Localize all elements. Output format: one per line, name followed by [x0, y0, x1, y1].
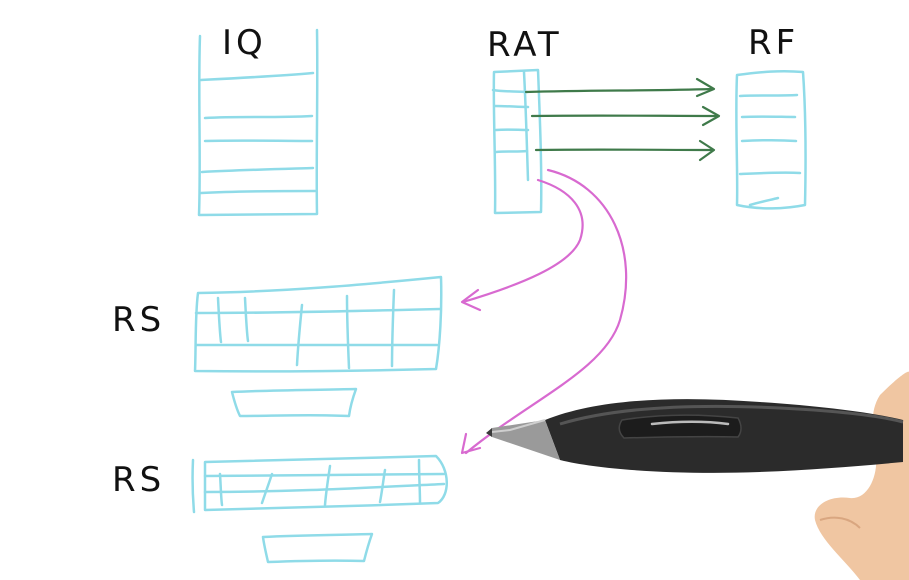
rat-column-line	[522, 70, 530, 182]
iq-outline	[197, 28, 319, 217]
rat-row-line	[493, 104, 530, 109]
iq-row-line	[199, 189, 317, 195]
iq-table	[197, 28, 319, 217]
rs-bottom-row-line	[203, 472, 446, 478]
rs-top-column-line	[295, 303, 304, 367]
rf-row-line	[748, 196, 780, 207]
rat-to-rf-arrow	[530, 105, 721, 127]
rf-label: RF	[748, 23, 799, 63]
rf-row-line	[738, 171, 802, 176]
iq-group: IQ	[197, 23, 319, 217]
rf-row-line	[738, 93, 799, 98]
rs-top-outline	[193, 275, 443, 373]
rs-bottom-column-line	[417, 458, 422, 505]
rat-row-line	[494, 149, 529, 154]
rs-bottom-column-line	[378, 468, 387, 504]
rat-row-line	[491, 88, 529, 94]
iq-row-line	[203, 114, 314, 120]
iq-row-line	[200, 166, 315, 174]
hand-icon	[814, 371, 909, 580]
rf-group: RF	[735, 23, 807, 210]
rs-top-column-line	[216, 296, 223, 344]
rat-to-rf-arrow	[534, 139, 716, 162]
rs-top-column-line	[345, 294, 351, 370]
rs-top-column-line	[390, 288, 396, 368]
rs-bottom-outline	[203, 454, 448, 512]
rs-top-functional-unit	[230, 387, 358, 418]
rs-top-row-line	[194, 307, 442, 315]
rs-bottom-column-line	[323, 464, 332, 507]
iq-row-line	[199, 71, 315, 82]
rs-top-column-line	[243, 296, 250, 343]
rat-to-rs-top-arrow	[460, 178, 584, 312]
rs-top-label: RS	[112, 300, 165, 340]
rs-bottom-left-edge	[191, 458, 196, 514]
rat-to-rs-bottom-arrow	[460, 168, 628, 455]
rat-table	[491, 68, 543, 215]
rs-bottom-label: RS	[112, 460, 165, 500]
rat-to-rf-arrows	[524, 77, 721, 162]
rat-outline	[492, 68, 543, 215]
rf-row-line	[740, 139, 798, 143]
rs-bottom-group: RS	[112, 454, 448, 564]
rs-bottom-column-line	[260, 472, 274, 505]
rs-top-table	[193, 275, 443, 373]
rs-top-group: RS	[112, 275, 443, 418]
iq-label: IQ	[222, 23, 267, 63]
rf-outline	[735, 69, 807, 210]
rs-bottom-table	[191, 454, 448, 514]
rs-bottom-row-line	[203, 482, 446, 494]
rf-table	[735, 69, 807, 210]
stylus-pen-icon	[486, 371, 909, 580]
rs-bottom-column-line	[218, 472, 224, 507]
rat-group: RAT	[487, 25, 563, 215]
rat-to-rf-arrow	[524, 77, 716, 98]
rat-label: RAT	[487, 25, 563, 65]
rat-to-rs-arrows	[460, 168, 628, 455]
rs-bottom-functional-unit	[261, 532, 374, 564]
